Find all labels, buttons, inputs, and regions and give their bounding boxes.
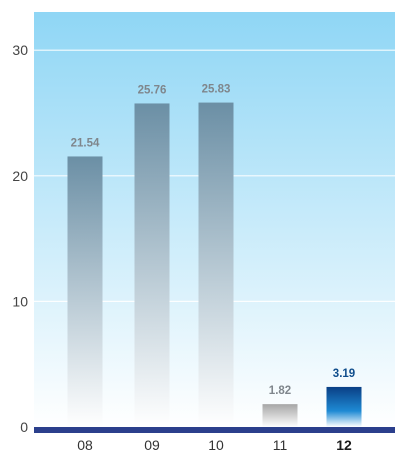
y-tick-label: 30	[12, 42, 28, 58]
y-tick-label: 10	[12, 293, 28, 309]
data-label-12: 3.19	[333, 368, 355, 380]
bar-12	[326, 386, 362, 427]
y-axis-ticks: 0 10 20 30	[12, 42, 28, 435]
x-tick-label-11: 11	[273, 437, 288, 451]
y-tick-label: 0	[20, 419, 28, 435]
bar-11	[262, 404, 298, 427]
data-label-09: 25.76	[138, 84, 167, 96]
data-label-08: 21.54	[71, 137, 100, 149]
bar-08	[67, 156, 103, 428]
x-tick-label-09: 09	[144, 437, 160, 451]
bar-09	[134, 103, 170, 427]
x-tick-label-10: 10	[208, 437, 224, 451]
bars	[67, 102, 362, 428]
y-tick-label: 20	[12, 168, 28, 184]
data-label-10: 25.83	[202, 84, 231, 96]
x-tick-label-08: 08	[77, 437, 93, 451]
x-tick-label-12: 12	[336, 437, 352, 451]
data-labels: 21.54 25.76 25.83 1.82 3.19	[71, 84, 356, 398]
x-axis-ticks: 08 09 10 11 12	[77, 437, 352, 451]
x-axis-baseline	[34, 427, 395, 433]
bar-10	[198, 102, 234, 428]
data-label-11: 1.82	[269, 385, 291, 397]
